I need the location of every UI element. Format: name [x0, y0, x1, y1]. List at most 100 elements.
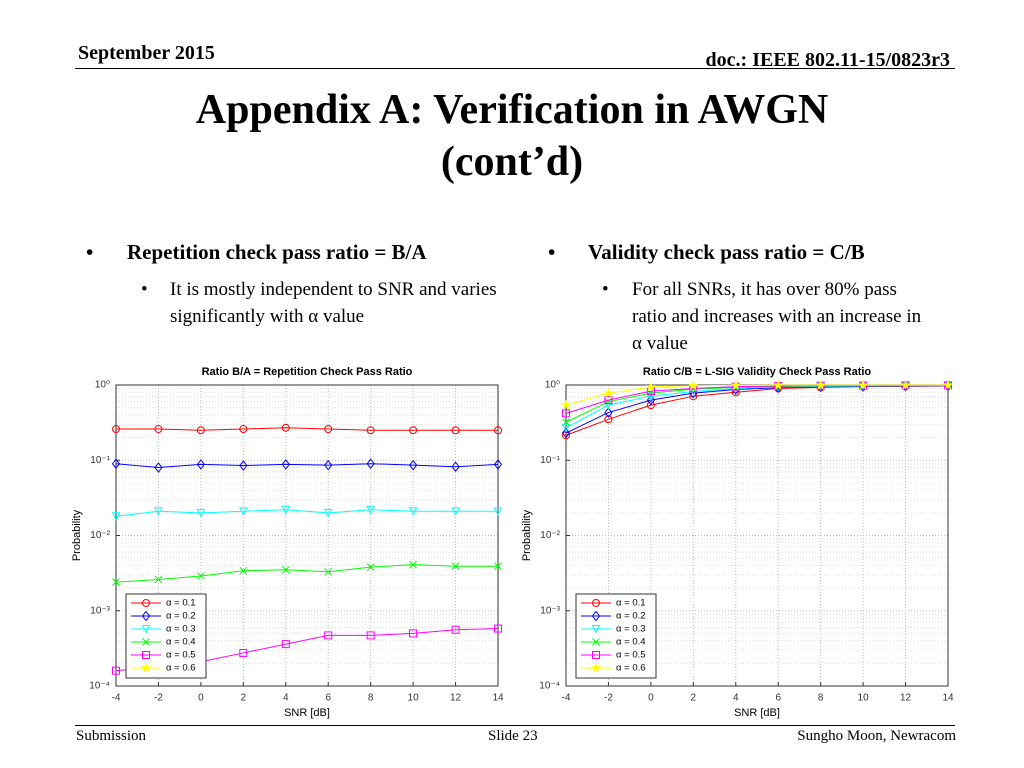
y-tick-label: 10⁰: [95, 380, 110, 391]
header-rule: [75, 68, 955, 69]
legend-marker: [141, 625, 151, 634]
legend-marker: [142, 651, 150, 659]
sub-bullet: It is mostly independent to SNR and vari…: [170, 279, 497, 327]
legend: α = 0.1 α = 0.2 α = 0.3 α = 0.4 α = 0.5 α = 0…: [125, 593, 207, 679]
y-tick-label: 10⁻⁴: [539, 681, 560, 692]
x-tick-label: 14: [942, 693, 954, 704]
legend-label: α = 0.1: [166, 598, 196, 609]
point: [493, 507, 503, 516]
point: [366, 426, 375, 435]
bullet-dot: •: [86, 240, 94, 264]
sub-bullet: For all SNRs, it has over 80% pass ratio…: [632, 279, 922, 354]
chart: Ratio B/A = Repetition Check Pass Ratio 1…: [71, 366, 504, 719]
point: [646, 401, 655, 410]
legend-marker: [142, 599, 150, 607]
point: [408, 507, 418, 516]
point: [111, 458, 121, 470]
legend-label: α = 0.6: [616, 663, 646, 674]
point: [366, 631, 375, 640]
point: [196, 426, 205, 435]
y-tick-label: 10⁻²: [90, 530, 110, 541]
bullet-dot: •: [548, 240, 556, 264]
legend-marker: [592, 638, 600, 646]
x-tick-label: 10: [408, 693, 420, 704]
point: [494, 426, 502, 435]
x-axis-label: SNR [dB]: [284, 707, 330, 719]
point: [603, 387, 614, 398]
x-tick-label: 10: [858, 693, 870, 704]
y-tick-label: 10⁻³: [90, 605, 110, 616]
x-tick-label: 8: [818, 693, 824, 704]
point: [688, 380, 699, 391]
x-tick-label: 6: [325, 693, 331, 704]
point: [366, 458, 375, 470]
legend-label: α = 0.2: [166, 611, 196, 622]
x-tick-label: 14: [492, 693, 504, 704]
point: [281, 423, 290, 432]
footer-rule: [75, 725, 955, 726]
slide-title: Appendix A: Verification in AWGN (cont’d…: [195, 87, 829, 185]
series-line: [115, 564, 498, 583]
point: [409, 426, 418, 435]
chart: Ratio C/B = L-SIG Validity Check Pass Ra…: [521, 366, 954, 719]
y-tick-label: 10⁻¹: [540, 455, 560, 466]
point: [112, 666, 120, 675]
point: [451, 507, 460, 516]
legend-marker: [591, 625, 601, 634]
point: [111, 512, 121, 521]
point: [154, 462, 163, 473]
point: [196, 508, 206, 518]
point: [409, 629, 418, 638]
chart-title: Ratio C/B = L-SIG Validity Check Pass Ra…: [643, 366, 872, 378]
point: [646, 394, 656, 406]
y-tick-label: 10⁻⁴: [89, 681, 110, 692]
point: [154, 575, 163, 584]
legend-label: α = 0.5: [616, 650, 646, 661]
footer-center: Slide 23: [488, 728, 538, 744]
point: [451, 562, 460, 571]
point: [730, 379, 742, 390]
point: [815, 379, 826, 390]
x-tick-label: -4: [562, 693, 571, 704]
legend-label: α = 0.2: [616, 611, 646, 622]
point: [239, 460, 248, 471]
x-tick-label: 2: [691, 693, 697, 704]
legend-label: α = 0.4: [166, 637, 196, 648]
point: [281, 640, 290, 649]
series-line: [115, 509, 498, 517]
point: [409, 560, 417, 569]
point: [561, 427, 571, 439]
point: [408, 459, 418, 471]
legend-box: [125, 593, 207, 679]
x-tick-label: 0: [648, 693, 654, 704]
legend-marker: [592, 599, 600, 607]
point: [324, 459, 333, 471]
point: [281, 505, 291, 515]
legend-label: α = 0.4: [616, 637, 646, 648]
legend-marker: [592, 651, 600, 659]
legend-label: α = 0.6: [166, 663, 196, 674]
point: [494, 562, 502, 571]
point: [645, 381, 657, 392]
point: [324, 425, 333, 434]
header-doc: doc.: IEEE 802.11-15/0823r3: [705, 49, 950, 71]
point: [900, 379, 911, 390]
point: [324, 631, 333, 640]
point: [562, 418, 570, 427]
point: [604, 415, 613, 424]
series-line: [115, 463, 499, 469]
x-tick-label: 12: [900, 693, 912, 704]
legend-box: [575, 593, 657, 679]
legend-label: α = 0.3: [166, 624, 196, 635]
y-tick-label: 10⁻³: [540, 605, 560, 616]
point: [239, 648, 248, 657]
x-tick-label: 2: [241, 693, 247, 704]
point: [604, 396, 613, 405]
point: [366, 505, 375, 515]
legend-marker: [591, 610, 601, 622]
legend-label: α = 0.1: [616, 598, 646, 609]
point: [323, 508, 333, 518]
point: [604, 407, 613, 418]
y-tick-label: 10⁻²: [540, 530, 560, 541]
